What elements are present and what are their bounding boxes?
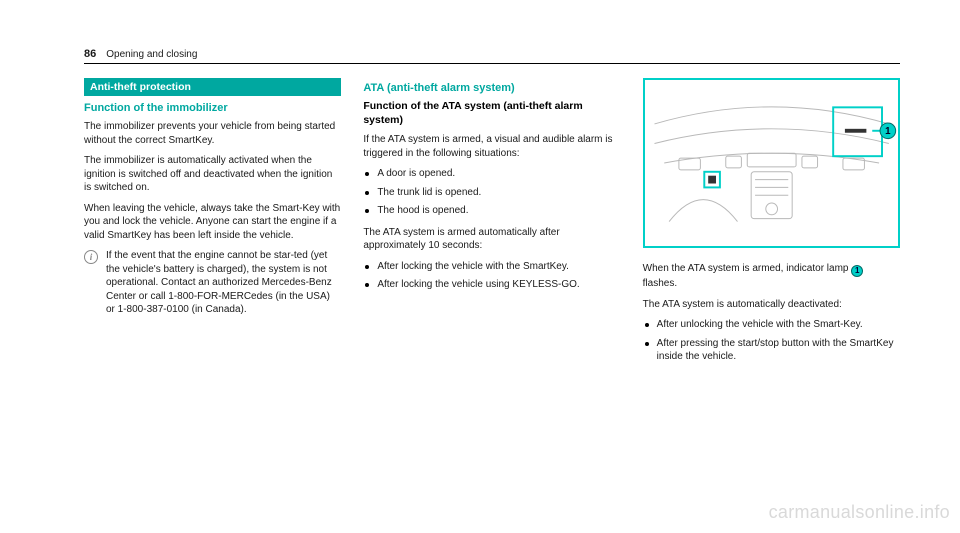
para-indicator: When the ATA system is armed, indicator …	[643, 262, 900, 291]
inline-callout-1: 1	[851, 265, 863, 277]
para: The immobilizer is automatically activat…	[84, 154, 341, 195]
list-item: The trunk lid is opened.	[363, 186, 620, 200]
subhead-immobilizer: Function of the immobilizer	[84, 102, 341, 114]
list-item: After locking the vehicle with the Smart…	[363, 260, 620, 274]
watermark: carmanualsonline.info	[769, 502, 950, 523]
subhead-ata: ATA (anti-theft alarm system)	[363, 82, 620, 94]
bullet-list-triggers: A door is opened. The trunk lid is opene…	[363, 167, 620, 218]
page-header: 86 Opening and closing	[84, 48, 900, 64]
bullet-list-deactivate: After unlocking the vehicle with the Sma…	[643, 318, 900, 364]
text-post: flashes.	[643, 278, 677, 289]
bullet-list-arm: After locking the vehicle with the Smart…	[363, 260, 620, 292]
list-item: After unlocking the vehicle with the Sma…	[643, 318, 900, 332]
para: The ATA system is armed automatically af…	[363, 226, 620, 253]
manual-page: 86 Opening and closing Anti-theft protect…	[0, 0, 960, 533]
list-item: After locking the vehicle using KEYLESS-…	[363, 278, 620, 292]
list-item: A door is opened.	[363, 167, 620, 181]
column-1: Anti-theft protection Function of the im…	[84, 78, 341, 503]
list-item: The hood is opened.	[363, 204, 620, 218]
list-item: After pressing the start/stop button wit…	[643, 337, 900, 364]
para: If the ATA system is armed, a visual and…	[363, 133, 620, 160]
para: When leaving the vehicle, always take th…	[84, 202, 341, 243]
callout-1-label: 1	[885, 126, 891, 137]
column-2: ATA (anti-theft alarm system) Function o…	[363, 78, 620, 503]
para: The immobilizer prevents your vehicle fr…	[84, 120, 341, 147]
info-note: i If the event that the engine cannot be…	[84, 249, 341, 317]
header-section-title: Opening and closing	[106, 49, 197, 60]
content-columns: Anti-theft protection Function of the im…	[84, 78, 900, 503]
para: The ATA system is automatically deactiva…	[643, 298, 900, 312]
subhead-ata-function: Function of the ATA system (anti-theft a…	[363, 100, 620, 127]
page-number: 86	[84, 48, 96, 60]
text-pre: When the ATA system is armed, indicator …	[643, 263, 852, 274]
section-bar-anti-theft: Anti-theft protection	[84, 78, 341, 96]
info-text: If the event that the engine cannot be s…	[106, 249, 341, 317]
column-3: 1 When the ATA system is armed, indicato…	[643, 78, 900, 503]
dashboard-illustration: 1	[645, 80, 898, 246]
info-icon: i	[84, 250, 98, 264]
dashboard-figure: 1	[643, 78, 900, 248]
